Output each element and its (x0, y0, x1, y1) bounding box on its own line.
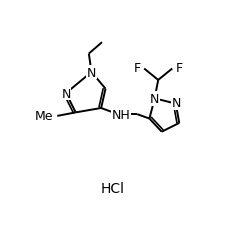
Text: N: N (87, 66, 96, 79)
Text: F: F (134, 62, 141, 75)
Text: Me: Me (35, 110, 54, 123)
Text: N: N (150, 92, 159, 105)
Text: NH: NH (112, 108, 131, 121)
Text: N: N (61, 87, 71, 100)
Text: HCl: HCl (101, 181, 124, 195)
Text: F: F (176, 62, 183, 75)
Text: N: N (172, 97, 181, 110)
